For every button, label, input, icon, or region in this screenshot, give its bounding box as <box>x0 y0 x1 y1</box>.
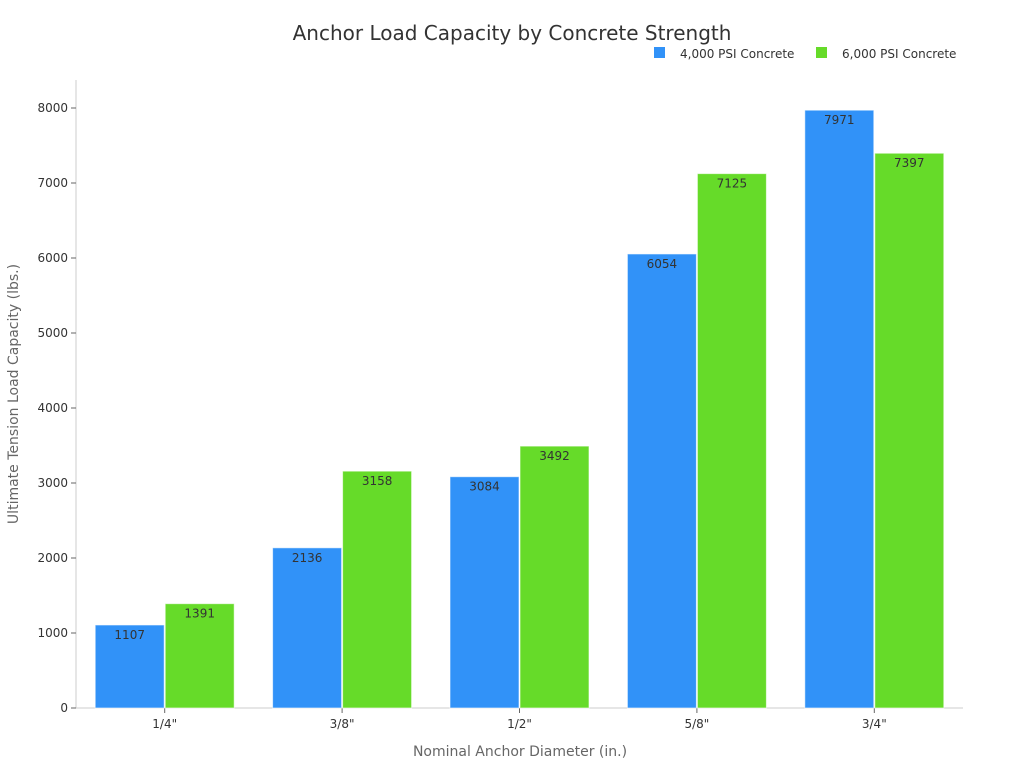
legend-label: 4,000 PSI Concrete <box>680 47 794 61</box>
y-tick-label: 5000 <box>37 326 68 340</box>
bar <box>696 173 767 709</box>
data-label: 1391 <box>184 607 215 621</box>
y-tick-label: 6000 <box>37 251 68 265</box>
bar <box>449 476 520 709</box>
y-tick-label: 0 <box>60 701 68 715</box>
y-axis-label: Ultimate Tension Load Capacity (lbs.) <box>6 264 22 524</box>
y-tick-label: 4000 <box>37 401 68 415</box>
bar <box>519 445 590 709</box>
data-label: 1107 <box>114 628 145 642</box>
x-axis-label: Nominal Anchor Diameter (in.) <box>413 744 627 760</box>
data-label: 2136 <box>292 551 323 565</box>
bar <box>164 603 235 709</box>
bar <box>342 470 413 709</box>
legend: 4,000 PSI Concrete 6,000 PSI Concrete <box>654 47 956 61</box>
legend-swatch <box>654 47 665 58</box>
data-label: 7397 <box>894 156 925 170</box>
data-label: 7971 <box>824 113 855 127</box>
bar <box>626 253 697 709</box>
x-tick-label: 5/8" <box>684 717 709 731</box>
data-label: 3158 <box>362 474 393 488</box>
data-label: 3084 <box>469 480 500 494</box>
bar <box>272 547 343 709</box>
data-label: 3492 <box>539 449 570 463</box>
chart-title: Anchor Load Capacity by Concrete Strengt… <box>293 21 732 45</box>
y-tick-label: 2000 <box>37 551 68 565</box>
bar <box>804 109 875 709</box>
x-tick-label: 1/2" <box>507 717 532 731</box>
y-tick-label: 7000 <box>37 176 68 190</box>
y-tick-label: 3000 <box>37 476 68 490</box>
bar <box>874 152 945 709</box>
bar <box>94 624 165 709</box>
x-tick-label: 3/4" <box>862 717 887 731</box>
data-label: 7125 <box>717 177 748 191</box>
x-tick-label: 3/8" <box>330 717 355 731</box>
legend-label: 6,000 PSI Concrete <box>842 47 956 61</box>
y-tick-label: 8000 <box>37 101 68 115</box>
y-tick-label: 1000 <box>37 626 68 640</box>
x-tick-label: 1/4" <box>152 717 177 731</box>
data-label: 6054 <box>647 257 678 271</box>
legend-swatch <box>816 47 827 58</box>
